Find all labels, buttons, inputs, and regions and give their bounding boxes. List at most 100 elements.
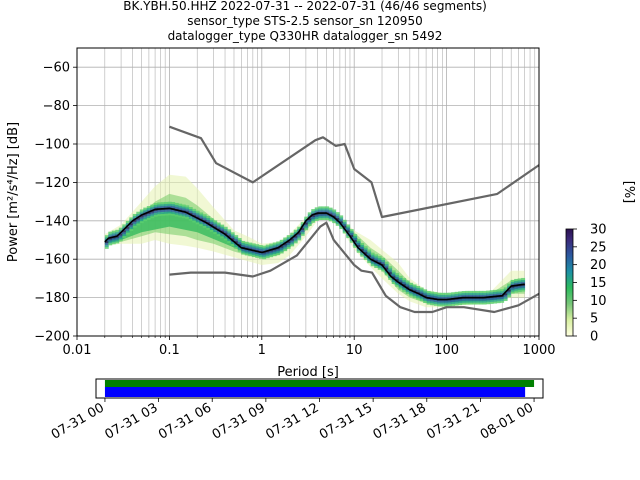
colorbar: 0 5 10 15 20 25 30 [%]: [565, 181, 636, 345]
y-tick-label: −80: [43, 99, 70, 114]
pdf-cell: [472, 292, 477, 295]
pdf-cell: [325, 216, 330, 219]
pdf-cell: [276, 243, 281, 246]
pdf-cell: [503, 289, 508, 292]
pdf-cell: [206, 225, 211, 228]
pdf-cell: [206, 219, 211, 223]
mode-line: [104, 207, 525, 301]
pdf-cell: [377, 265, 382, 268]
pdf-cell: [503, 287, 508, 290]
pdf-cell: [272, 254, 277, 257]
pdf-cell: [115, 239, 120, 242]
pdf-cell: [451, 292, 456, 295]
pdf-cell: [115, 229, 120, 232]
pdf-cell: [213, 220, 218, 223]
pdf-cell: [461, 291, 466, 294]
pdf-cell: [402, 283, 407, 287]
pdf-cell: [258, 246, 263, 250]
pdf-cell: [475, 298, 480, 301]
pdf-cell: [265, 256, 270, 259]
pdf-cell: [412, 288, 417, 291]
pdf-cell: [423, 295, 428, 298]
pdf-cell: [209, 218, 214, 221]
pdf-cell: [381, 259, 386, 262]
pdf-cell: [370, 254, 375, 257]
pdf-cell: [328, 219, 333, 222]
pdf-cell: [199, 212, 204, 215]
pdf-cell: [384, 265, 389, 268]
pdf-cell: [157, 213, 162, 217]
pdf-cell: [286, 235, 291, 238]
pdf-cell: [167, 211, 172, 214]
pdf-cell: [430, 291, 435, 294]
pdf-cell: [451, 299, 456, 303]
pdf-cell: [192, 210, 197, 213]
pdf-cell: [122, 226, 127, 229]
pdf-cell: [510, 291, 515, 294]
pdf-cell: [521, 285, 526, 288]
pdf-cell: [209, 220, 214, 223]
pdf-cell: [241, 252, 246, 255]
pdf-cell: [132, 215, 137, 219]
pdf-cell: [321, 217, 326, 221]
pdf-cell: [496, 293, 501, 296]
pdf-cell: [388, 275, 393, 278]
pdf-cell: [314, 218, 319, 221]
y-axis: −60 −80 −100 −120 −140 −160 −180 −200: [34, 61, 77, 345]
pdf-cell: [244, 241, 249, 244]
pdf-cell: [510, 281, 515, 284]
pdf-cell: [409, 290, 414, 293]
pdf-cell: [192, 218, 197, 221]
pdf-cell: [220, 234, 225, 237]
pdf-cell: [381, 263, 386, 266]
pdf-cell: [419, 293, 424, 296]
pdf-cell: [143, 213, 148, 216]
pdf-cell: [402, 278, 407, 281]
pdf-cell: [482, 302, 487, 305]
pdf-cell: [209, 227, 214, 230]
pdf-cell: [426, 300, 431, 303]
pdf-cell: [283, 245, 288, 248]
pdf-cell: [171, 205, 176, 209]
pdf-cell: [279, 245, 284, 248]
pdf-cell: [188, 214, 193, 217]
pdf-cell: [237, 238, 242, 241]
pdf-cell: [164, 209, 169, 212]
pdf-cell: [223, 232, 228, 235]
pdf-cell: [188, 216, 193, 219]
pdf-cell: [496, 301, 501, 304]
pdf-cell: [419, 291, 424, 294]
pdf-cell: [216, 226, 221, 229]
low-noise-model-line: [169, 221, 539, 314]
pdf-cell: [356, 248, 361, 251]
pdf-cell: [118, 235, 123, 238]
pdf-cell: [510, 289, 515, 292]
pdf-cell: [143, 211, 148, 214]
pdf-cell: [171, 209, 176, 212]
pdf-cell: [416, 293, 421, 296]
pdf-cell: [160, 206, 165, 209]
pdf-cell: [237, 243, 242, 246]
pdf-cell: [318, 217, 323, 221]
pdf-cell: [437, 302, 442, 305]
pdf-cell: [353, 234, 358, 237]
pdf-cell: [202, 221, 207, 225]
pdf-cell: [139, 215, 144, 218]
pdf-cell: [349, 229, 354, 232]
pdf-cell: [171, 211, 176, 214]
pdf-cell: [388, 268, 393, 271]
pdf-cell: [433, 295, 438, 299]
pdf-cell: [104, 246, 109, 249]
pdf-cell: [402, 280, 407, 283]
pdf-cell: [293, 235, 298, 238]
colorbar-tick-label: 10: [590, 294, 607, 309]
pdf-cell: [444, 294, 449, 297]
colorbar-tick-label: 15: [590, 276, 607, 291]
pdf-cell: [202, 214, 207, 217]
pdf-cell: [437, 300, 442, 303]
pdf-cell: [185, 205, 190, 208]
pdf-cell: [311, 214, 316, 217]
pdf-cell: [465, 290, 470, 293]
pdf-cell: [262, 249, 267, 252]
pdf-cell: [367, 255, 372, 258]
